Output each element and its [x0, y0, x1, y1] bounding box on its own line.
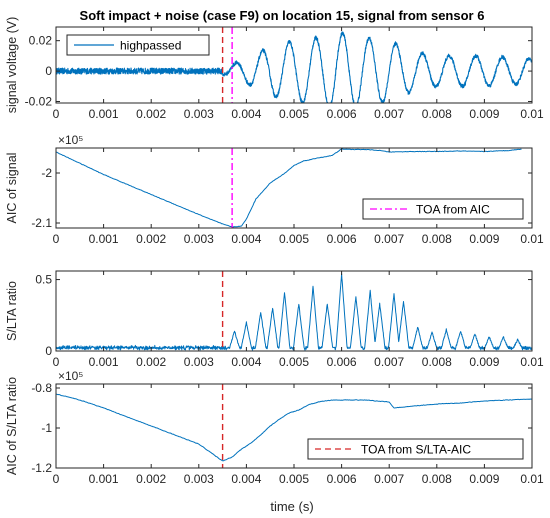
series-line-1 [56, 273, 532, 351]
exponent-label: ×10⁵ [58, 133, 83, 147]
x-tick-label: 0.004 [231, 472, 261, 486]
legend-box [66, 34, 210, 56]
x-tick-label: 0.005 [279, 472, 309, 486]
x-tick-label: 0.005 [279, 107, 309, 121]
x-tick-label: 0.006 [327, 107, 357, 121]
y-tick-label: -1.2 [31, 461, 52, 475]
subplot-4: 0 0.001 0.002 0.003 0.004 0.005 0.006 0.007 0.00… [5, 369, 544, 486]
legend-label: highpassed [120, 39, 181, 53]
x-tick-label: 0.01 [520, 232, 544, 246]
x-tick-label: 0.008 [422, 472, 452, 486]
x-tick-label: 0.003 [184, 472, 214, 486]
x-tick-label: 0.003 [184, 107, 214, 121]
x-tick-label: 0.001 [89, 232, 119, 246]
y-tick-label: -2 [41, 166, 52, 180]
x-tick-label: 0.007 [374, 355, 404, 369]
x-tick-label: 0.005 [279, 232, 309, 246]
x-tick-label: 0.009 [469, 107, 499, 121]
x-tick-label: 0.002 [136, 472, 166, 486]
subplot-3: 0 0.001 0.002 0.003 0.004 0.005 0.006 0.007 0.00… [5, 270, 544, 369]
x-tick-label: 0.009 [469, 472, 499, 486]
x-tick-label: 0.008 [422, 232, 452, 246]
y-tick-label: -0.02 [25, 94, 53, 108]
x-tick-label: 0.003 [184, 355, 214, 369]
y-tick-label: 0.02 [29, 34, 53, 48]
x-tick-label: 0.007 [374, 107, 404, 121]
y-tick-label: 0 [45, 344, 52, 358]
y-tick-label: -2.1 [31, 216, 52, 230]
subplot-1: 0 0.001 0.002 0.003 0.004 0.005 0.006 0.007 0.00… [5, 17, 544, 121]
x-tick-label: 0.008 [422, 107, 452, 121]
exponent-label: ×10⁵ [58, 369, 83, 383]
legend-box [307, 438, 524, 460]
x-tick-label: 0.001 [89, 355, 119, 369]
series-line-1 [56, 393, 532, 462]
series-group [56, 393, 532, 462]
legend: highpassed [66, 34, 210, 56]
series-line-1 [56, 31, 532, 103]
x-tick-label: 0.01 [520, 472, 544, 486]
y-axis-label: signal voltage (V) [5, 17, 19, 114]
x-tick-label: 0.002 [136, 232, 166, 246]
x-tick-label: 0.009 [469, 232, 499, 246]
x-tick-label: 0.006 [327, 355, 357, 369]
x-tick-label: 0.006 [327, 472, 357, 486]
x-tick-label: 0 [53, 472, 60, 486]
series-group [56, 273, 532, 351]
x-tick-label: 0 [53, 355, 60, 369]
x-tick-label: 0 [53, 232, 60, 246]
subplots: 0 0.001 0.002 0.003 0.004 0.005 0.006 0.007 0.00… [5, 17, 544, 486]
chart-title: Soft impact + noise (case F9) on locatio… [80, 8, 485, 23]
x-tick-label: 0.002 [136, 355, 166, 369]
x-tick-label: 0.001 [89, 472, 119, 486]
series-group [56, 31, 532, 103]
y-tick-label: 0 [45, 64, 52, 78]
x-tick-label: 0 [53, 107, 60, 121]
series-group [56, 148, 522, 228]
x-tick-label: 0.005 [279, 355, 309, 369]
x-tick-label: 0.01 [520, 355, 544, 369]
x-tick-label: 0.008 [422, 355, 452, 369]
legend-label: TOA from S/LTA-AIC [361, 443, 471, 457]
x-tick-label: 0.001 [89, 107, 119, 121]
series-line-1 [56, 148, 522, 228]
x-tick-label: 0.006 [327, 232, 357, 246]
y-axis-label: S/LTA ratio [5, 281, 19, 341]
x-tick-label: 0.007 [374, 232, 404, 246]
x-tick-label: 0.01 [520, 107, 544, 121]
x-tick-label: 0.003 [184, 232, 214, 246]
y-tick-label: -1 [41, 421, 52, 435]
legend-label: TOA from AIC [416, 203, 490, 217]
y-tick-label: 0.5 [35, 273, 52, 287]
x-tick-label: 0.002 [136, 107, 166, 121]
plot-area [56, 271, 532, 351]
x-tick-label: 0.007 [374, 472, 404, 486]
legend-box [362, 198, 524, 220]
x-axis-label: time (s) [270, 499, 313, 514]
subplot-2: 0 0.001 0.002 0.003 0.004 0.005 0.006 0.007 0.00… [5, 133, 544, 246]
x-tick-label: 0.004 [231, 355, 261, 369]
legend: TOA from S/LTA-AIC [307, 438, 524, 460]
y-tick-label: -0.8 [31, 381, 52, 395]
x-tick-label: 0.009 [469, 355, 499, 369]
x-tick-label: 0.004 [231, 107, 261, 121]
y-axis-label: AIC of signal [5, 153, 19, 224]
y-axis-label: AIC of S/LTA ratio [5, 377, 19, 475]
legend: TOA from AIC [362, 198, 524, 220]
x-tick-label: 0.004 [231, 232, 261, 246]
